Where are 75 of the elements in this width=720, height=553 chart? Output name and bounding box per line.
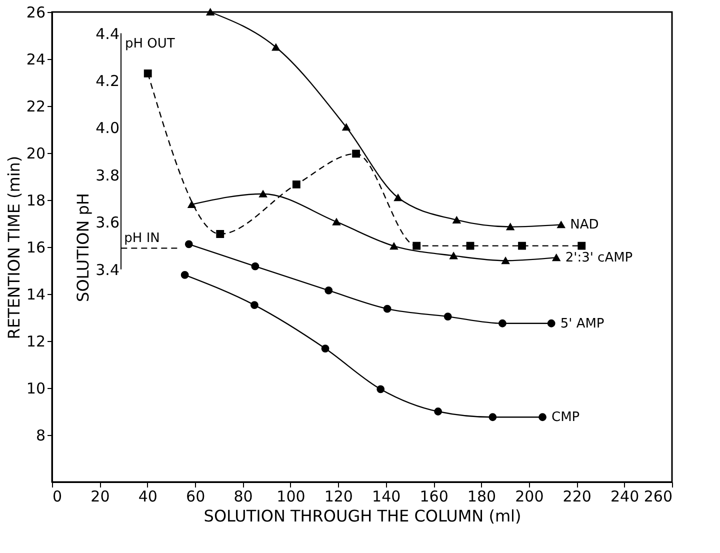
point	[390, 242, 398, 250]
point	[466, 242, 474, 250]
x-tick-label: 60	[186, 488, 206, 506]
x-tick-label: 40	[138, 488, 158, 506]
x-tick-label: 260	[644, 488, 672, 506]
annotation: pH IN	[124, 231, 160, 246]
x-tick-label: 140	[372, 488, 401, 506]
point	[180, 271, 189, 279]
point	[250, 301, 258, 309]
y-tick-label: 22	[26, 98, 46, 116]
point	[498, 319, 506, 328]
y2-tick-label: 3.6	[96, 214, 120, 232]
y-tick-label: 10	[26, 380, 46, 398]
point	[506, 223, 514, 230]
y2-tick-label: 4.0	[96, 119, 120, 138]
point	[557, 221, 566, 228]
point	[184, 240, 193, 248]
y-tick-label: 20	[26, 144, 46, 162]
point	[538, 413, 546, 422]
point	[272, 44, 280, 51]
point	[342, 124, 350, 131]
y-tick-label: 12	[26, 332, 46, 350]
point	[434, 408, 442, 416]
x-tick-label: 100	[276, 488, 306, 506]
point	[578, 242, 586, 250]
point	[206, 8, 214, 16]
point	[144, 69, 152, 78]
y2-tick-label: 3.4	[96, 260, 120, 279]
annotation: pH OUT	[125, 36, 175, 52]
y-tick-label: 18	[26, 192, 46, 210]
point	[383, 304, 392, 313]
point	[292, 180, 300, 188]
x-tick-label: 160	[420, 488, 448, 506]
series-label: CMP	[552, 410, 580, 426]
series-label: 2':3' cAMP	[565, 250, 633, 266]
point	[394, 194, 402, 202]
x-tick-label: 80	[234, 488, 253, 506]
point	[450, 252, 458, 260]
x-axis-title: SOLUTION THROUGH THE COLUMN (ml)	[204, 506, 522, 526]
x-tick-label: 20	[90, 488, 110, 506]
point	[552, 254, 560, 262]
x-tick-label: 0	[52, 488, 62, 506]
series-label: 5' AMP	[560, 316, 604, 332]
point	[188, 200, 196, 208]
x-tick-label: 220	[562, 488, 592, 506]
point	[452, 216, 461, 224]
point	[332, 218, 340, 226]
y2-tick-label: 3.8	[96, 166, 120, 184]
y-tick-label: 16	[26, 238, 46, 256]
point	[324, 286, 333, 294]
point	[518, 242, 526, 250]
point	[488, 413, 497, 422]
y2-axis-title: SOLUTION pH	[74, 193, 93, 302]
point	[259, 190, 267, 198]
x-tick-label: 240	[610, 488, 640, 506]
point	[321, 344, 330, 352]
point	[251, 262, 260, 270]
point	[216, 230, 224, 238]
x-tick-label: 200	[515, 488, 544, 506]
y-tick-label: 24	[26, 50, 46, 68]
y-tick-label: 26	[26, 4, 46, 22]
point	[376, 385, 385, 394]
x-tick-label: 120	[324, 488, 353, 506]
y2-tick-label: 4.4	[96, 24, 120, 43]
series-label: NAD	[570, 218, 599, 233]
point	[352, 150, 360, 158]
y2-tick-label: 4.2	[96, 72, 120, 90]
point	[412, 242, 421, 250]
y-axis-title: RETENTION TIME (min)	[4, 156, 24, 340]
point	[444, 312, 452, 321]
y-tick-label: 14	[26, 286, 46, 304]
point	[502, 257, 510, 264]
point	[547, 319, 556, 328]
y-tick-label: 8	[36, 426, 46, 444]
x-tick-label: 180	[467, 488, 496, 506]
